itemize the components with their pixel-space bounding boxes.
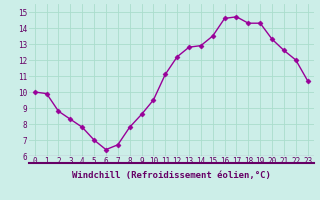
X-axis label: Windchill (Refroidissement éolien,°C): Windchill (Refroidissement éolien,°C) <box>72 171 271 180</box>
